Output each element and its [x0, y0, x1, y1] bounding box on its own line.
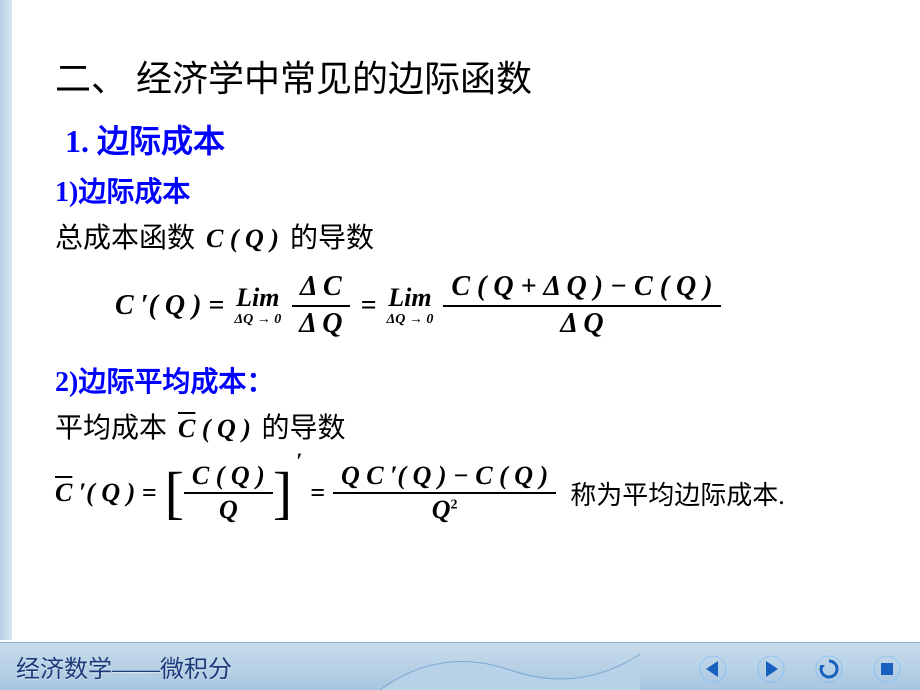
f1-lim1: Lim ΔQ → 0 — [234, 285, 281, 327]
f2-rhs-den-exp: 2 — [451, 498, 458, 513]
lim-sub2: ΔQ → 0 — [386, 313, 433, 327]
prev-button[interactable] — [698, 654, 728, 684]
lim-label: Lim — [236, 285, 279, 311]
f2-rhs-num: Q C ′( Q ) − C ( Q ) — [333, 460, 556, 495]
f1-lim2: Lim ΔQ → 0 — [386, 285, 433, 327]
triangle-left-icon — [699, 655, 727, 683]
slide-content: 二、 经济学中常见的边际函数 1. 边际成本 1)边际成本 总成本函数 C ( … — [55, 50, 875, 527]
line2-overbar: C — [178, 414, 195, 443]
subsection-1: 1)边际成本 — [55, 170, 875, 210]
left-bracket-icon: [ — [165, 467, 184, 519]
line1-suffix: 的导数 — [290, 223, 374, 254]
refresh-icon — [815, 655, 843, 683]
f2-bracket-frac: C ( Q ) Q — [184, 460, 273, 527]
left-border-bar — [0, 0, 12, 640]
nav-buttons — [698, 654, 902, 684]
f1-frac1-den: Δ Q — [291, 307, 350, 342]
stop-icon — [873, 655, 901, 683]
triangle-right-icon — [757, 655, 785, 683]
line1-prefix: 总成本函数 — [55, 223, 195, 254]
footer-curve-decoration — [380, 642, 640, 690]
footer-bar: 经济数学——微积分 — [0, 642, 920, 690]
f2-lhs-overbar: C — [55, 478, 72, 507]
footer-title: 经济数学——微积分 — [16, 649, 232, 684]
f2-b-den: Q — [211, 494, 246, 527]
line-1: 总成本函数 C ( Q ) 的导数 — [55, 216, 875, 256]
line2-math-rest: ( Q ) — [195, 414, 251, 443]
f2-rhs-den: Q2 — [424, 494, 466, 527]
formula-1: C ′( Q ) = Lim ΔQ → 0 Δ C Δ Q = Lim ΔQ →… — [115, 270, 875, 342]
f1-frac2: C ( Q + Δ Q ) − C ( Q ) Δ Q — [443, 270, 720, 342]
formula-2: C ′( Q ) = [ C ( Q ) Q ] ′ = Q C ′( Q ) … — [55, 460, 875, 527]
f1-frac2-num: C ( Q + Δ Q ) − C ( Q ) — [443, 270, 720, 307]
f2-rhs-den-base: Q — [432, 495, 451, 524]
f2-prime: ′ — [296, 448, 302, 474]
f2-lhs-rest: ′( Q ) = — [72, 478, 156, 507]
line2-prefix: 平均成本 — [55, 413, 167, 444]
section-heading: 1. 边际成本 — [65, 116, 875, 162]
f2-b-num: C ( Q ) — [184, 460, 273, 495]
f2-rhs-frac: Q C ′( Q ) − C ( Q ) Q2 — [333, 460, 556, 527]
line-2: 平均成本 C ( Q ) 的导数 — [55, 406, 875, 446]
subsection-2: 2)边际平均成本： — [55, 360, 875, 400]
f1-frac1: Δ C Δ Q — [291, 270, 350, 342]
slide: 二、 经济学中常见的边际函数 1. 边际成本 1)边际成本 总成本函数 C ( … — [0, 0, 920, 690]
f2-lhs: C ′( Q ) = — [55, 478, 157, 508]
line2-suffix: 的导数 — [261, 413, 345, 444]
line2-math: C ( Q ) — [174, 414, 261, 443]
f1-eq: = — [361, 290, 377, 322]
f1-frac1-num: Δ C — [292, 270, 350, 307]
next-button[interactable] — [756, 654, 786, 684]
f1-lhs: C ′( Q ) = — [115, 290, 224, 322]
slide-title: 二、 经济学中常见的边际函数 — [55, 50, 875, 102]
stop-button[interactable] — [872, 654, 902, 684]
line1-math: C ( Q ) — [202, 224, 283, 253]
f2-tail: 称为平均边际成本. — [570, 475, 785, 512]
f1-frac2-den: Δ Q — [552, 307, 611, 342]
right-bracket-icon: ] — [273, 467, 292, 519]
refresh-button[interactable] — [814, 654, 844, 684]
lim-label2: Lim — [388, 285, 431, 311]
f2-bracket: [ C ( Q ) Q ] ′ — [165, 460, 293, 527]
f2-eq: = — [310, 478, 325, 508]
lim-sub: ΔQ → 0 — [234, 313, 281, 327]
